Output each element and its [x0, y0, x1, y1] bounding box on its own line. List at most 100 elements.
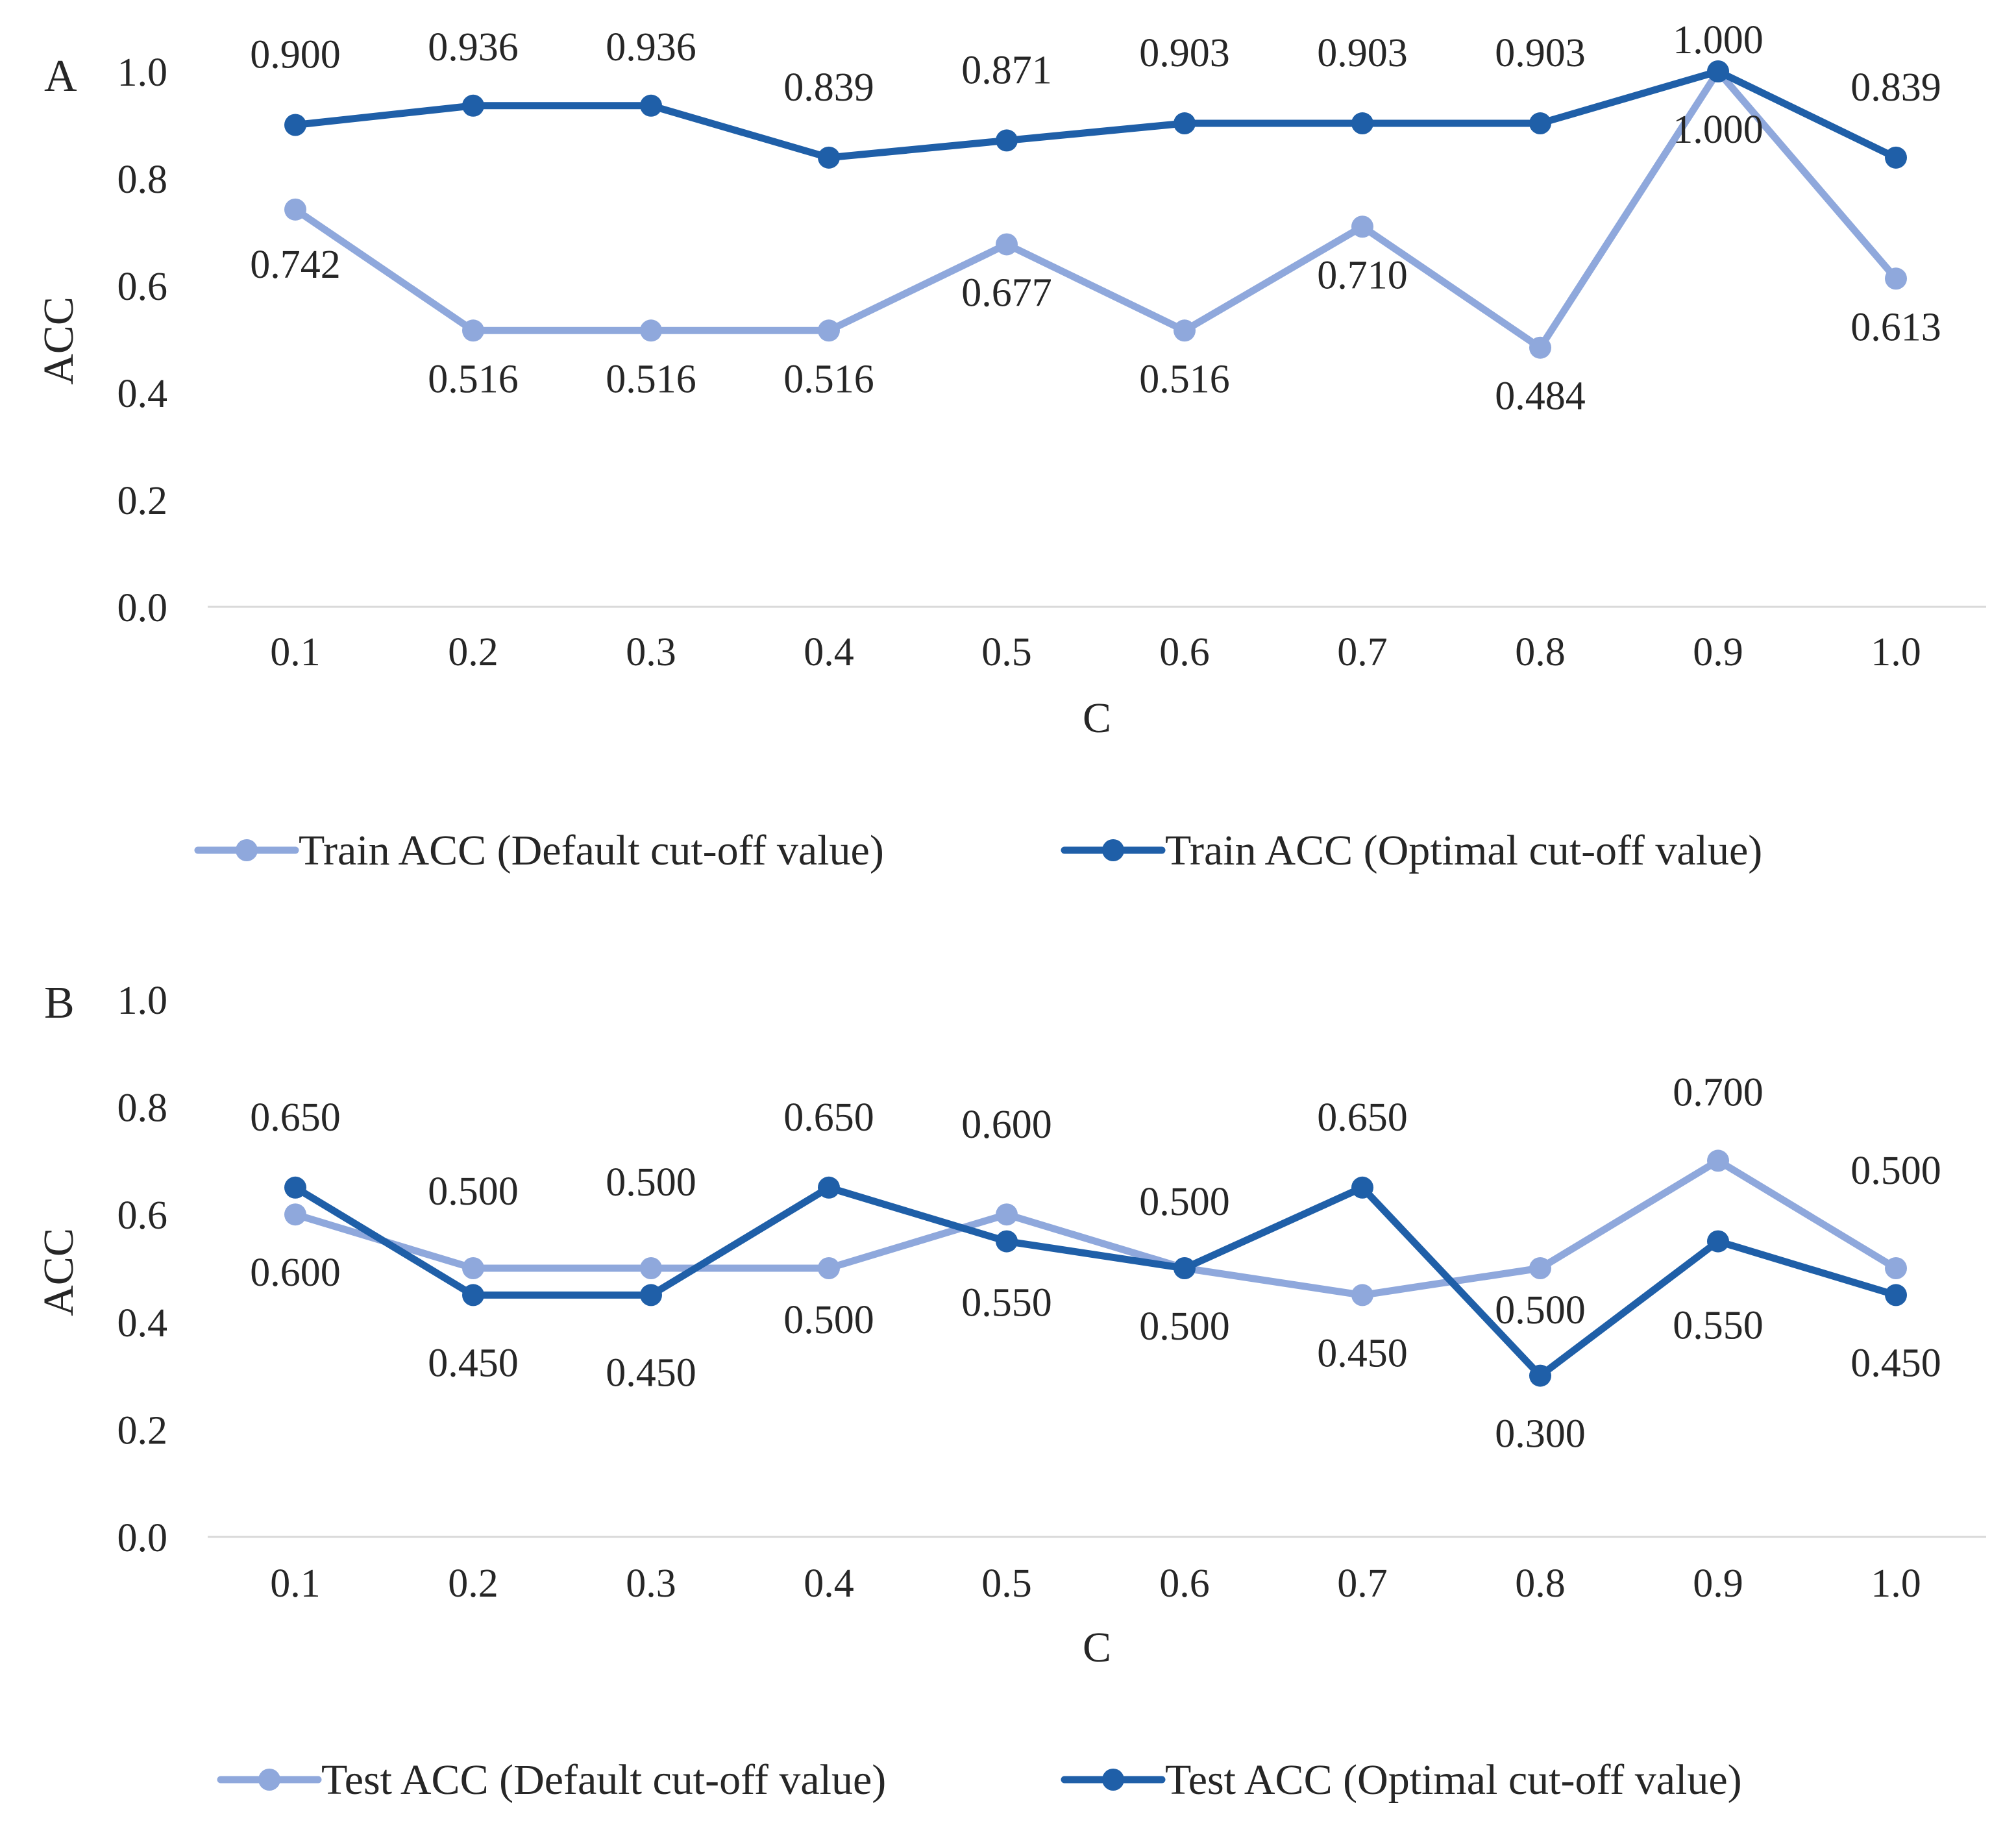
data-label: 0.500: [783, 1298, 874, 1342]
x-tick-label: 0.1: [270, 630, 321, 674]
data-point: [818, 146, 840, 169]
series-default: 0.742 0.516 0.516 0.516 0.677 0.516 0.710 0.484…: [250, 60, 1941, 419]
data-label: 0.700: [1673, 1070, 1764, 1114]
data-label: 0.516: [428, 357, 519, 401]
legend: Test ACC (Default cut-off value) Test ACC…: [217, 1756, 1742, 1804]
data-point: [996, 1203, 1018, 1226]
data-label: 0.936: [606, 25, 696, 69]
data-point: [1529, 1364, 1551, 1387]
data-label: 0.903: [1317, 31, 1408, 75]
y-axis-label: ACC: [35, 1228, 82, 1316]
data-label: 0.677: [961, 271, 1052, 315]
x-tick-label: 0.4: [804, 630, 854, 674]
chart-panel-B: B 0.0 0.2 0.4 0.6 0.8 1.0 ACC 0.1 0.2 0.3 0.4 0.5 0.6…: [35, 978, 1986, 1804]
x-tick-label: 0.3: [626, 1562, 676, 1606]
y-tick-label: 1.0: [117, 51, 168, 95]
data-label: 0.936: [428, 25, 519, 69]
x-tick-label: 0.5: [981, 630, 1032, 674]
data-label: 0.650: [250, 1096, 341, 1140]
data-point: [996, 233, 1018, 256]
x-tick-label: 1.0: [1871, 630, 1921, 674]
series-optimal: 0.900 0.936 0.936 0.839 0.871 0.903 0.903 0.903…: [250, 18, 1941, 169]
data-point: [996, 1230, 1018, 1253]
data-point: [1351, 112, 1373, 135]
x-tick-label: 0.2: [448, 1562, 498, 1606]
data-point: [462, 1257, 484, 1279]
data-point: [640, 1284, 662, 1306]
data-point: [640, 94, 662, 117]
y-tick-label: 0.2: [117, 1408, 168, 1453]
data-point: [818, 319, 840, 342]
data-point: [1351, 1284, 1373, 1306]
legend-entry: Train ACC (Optimal cut-off value): [1165, 827, 1762, 874]
panel-label: A: [44, 51, 77, 101]
data-point: [1174, 1257, 1196, 1279]
data-point: [1885, 1284, 1907, 1306]
y-tick-label: 0.8: [117, 1086, 168, 1131]
data-label: 0.500: [606, 1160, 696, 1205]
x-axis-label: C: [1083, 694, 1111, 742]
series-line: [291, 1184, 1900, 1380]
data-label: 0.300: [1495, 1412, 1586, 1456]
data-label: 0.742: [250, 243, 341, 287]
legend-swatch-marker: [236, 839, 258, 861]
data-label: 0.871: [961, 48, 1052, 92]
x-tick-label: 0.2: [448, 630, 498, 674]
data-point: [640, 1257, 662, 1279]
data-point: [1174, 319, 1196, 342]
data-label: 1.000: [1673, 108, 1764, 152]
x-tick-label: 0.9: [1693, 1562, 1743, 1606]
data-label: 0.710: [1317, 253, 1408, 297]
data-label: 0.516: [783, 357, 874, 401]
data-label: 0.500: [1139, 1305, 1230, 1349]
y-tick-label: 0.6: [117, 265, 168, 309]
data-label: 1.000: [1673, 18, 1764, 62]
data-label: 0.500: [1495, 1288, 1586, 1332]
data-point: [284, 1176, 306, 1199]
series-line: [291, 67, 1900, 352]
legend-swatch-marker: [1102, 839, 1124, 861]
x-tick-label: 0.9: [1693, 630, 1743, 674]
data-label: 0.550: [961, 1281, 1052, 1325]
data-label: 0.450: [606, 1351, 696, 1395]
data-label: 0.450: [1850, 1341, 1941, 1385]
series-optimal: 0.650 0.450 0.450 0.650 0.550 0.500 0.650 0.300…: [250, 1096, 1941, 1456]
data-point: [1529, 1257, 1551, 1279]
y-tick-label: 1.0: [117, 979, 168, 1023]
data-point: [1529, 336, 1551, 359]
data-point: [1885, 146, 1907, 169]
data-label: 0.650: [1317, 1096, 1408, 1140]
data-point: [462, 1284, 484, 1306]
x-tick-label: 0.1: [270, 1562, 321, 1606]
data-point: [1707, 1230, 1729, 1253]
series-line: [291, 67, 1900, 162]
y-axis-label: ACC: [35, 297, 82, 385]
data-point: [1174, 112, 1196, 135]
legend-swatch-marker: [1102, 1769, 1124, 1791]
data-label: 0.900: [250, 33, 341, 77]
data-label: 0.450: [1317, 1331, 1408, 1375]
data-point: [1351, 1176, 1373, 1199]
y-tick-label: 0.2: [117, 479, 168, 523]
x-tick-label: 0.8: [1515, 630, 1566, 674]
y-tick-label: 0.6: [117, 1194, 168, 1238]
data-point: [284, 1203, 306, 1226]
data-label: 0.903: [1495, 31, 1586, 75]
x-tick-label: 0.6: [1159, 1562, 1210, 1606]
data-point: [1885, 1257, 1907, 1279]
x-tick-label: 0.8: [1515, 1562, 1566, 1606]
data-point: [818, 1176, 840, 1199]
x-tick-label: 0.3: [626, 630, 676, 674]
data-label: 0.500: [1139, 1180, 1230, 1224]
data-label: 0.600: [961, 1103, 1052, 1147]
data-point: [1529, 112, 1551, 135]
data-label: 0.903: [1139, 31, 1230, 75]
data-label: 0.839: [1850, 66, 1941, 110]
y-tick-label: 0.8: [117, 158, 168, 202]
series-line: [291, 1157, 1900, 1299]
data-point: [1351, 215, 1373, 238]
legend-entry: Train ACC (Default cut-off value): [299, 827, 884, 874]
chart-panel-A: A 0.0 0.2 0.4 0.6 0.8 1.0 ACC 0.1 0.2 0.3 0.4 0.5 0.6…: [35, 18, 1986, 874]
data-point: [1707, 1149, 1729, 1172]
